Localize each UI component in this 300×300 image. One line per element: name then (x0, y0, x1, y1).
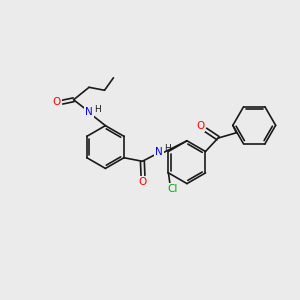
Text: N: N (85, 107, 93, 117)
Text: N: N (155, 147, 163, 157)
Text: O: O (52, 97, 61, 107)
Text: O: O (139, 177, 147, 187)
Text: H: H (94, 105, 100, 114)
Text: H: H (164, 144, 170, 153)
Text: Cl: Cl (167, 184, 178, 194)
Text: O: O (196, 121, 204, 131)
